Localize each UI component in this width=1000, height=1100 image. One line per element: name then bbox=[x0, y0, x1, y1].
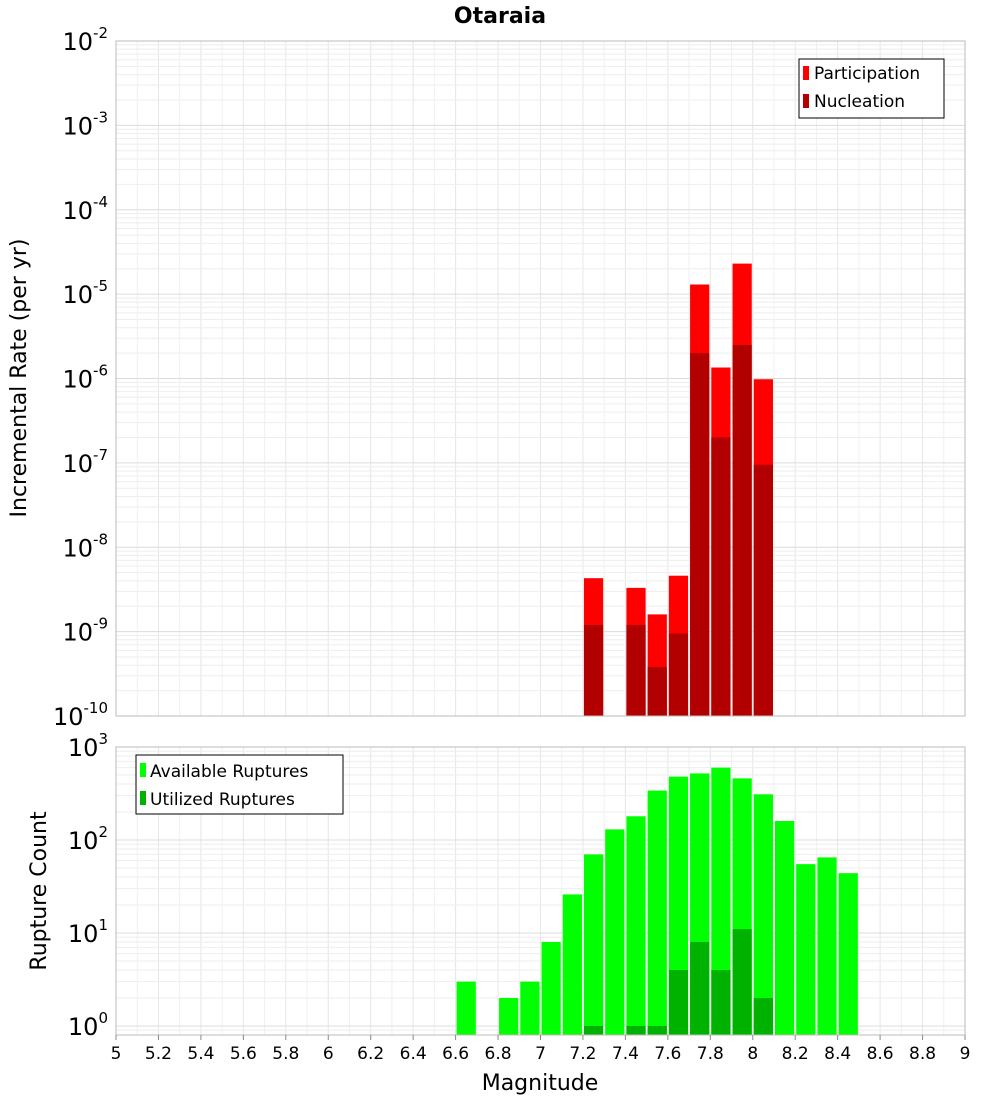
x-tick-label: 7.6 bbox=[654, 1044, 681, 1064]
rate-y-tick-label: 10-4 bbox=[62, 193, 108, 225]
participation-swatch bbox=[803, 66, 809, 80]
rate-bars bbox=[115, 40, 966, 717]
rate-bar-nucleation bbox=[647, 667, 667, 716]
count-bar-available-ruptures bbox=[838, 873, 858, 1035]
x-tick-label: 5 bbox=[111, 1044, 122, 1064]
rate-bar-nucleation bbox=[732, 344, 752, 716]
x-tick-label: 8 bbox=[747, 1044, 758, 1064]
x-tick-label: 8.6 bbox=[867, 1044, 894, 1064]
rate-y-tick-label: 10-3 bbox=[62, 108, 108, 140]
x-tick-label: 6.6 bbox=[442, 1044, 469, 1064]
count-bar-utilized-ruptures bbox=[711, 969, 731, 1035]
rate-y-tick-label: 10-5 bbox=[62, 277, 108, 309]
rate-y-tick-label: 10-2 bbox=[62, 24, 108, 56]
x-tick-label: 8.8 bbox=[909, 1044, 936, 1064]
count-bar-available-ruptures bbox=[711, 767, 731, 1035]
count-bar-available-ruptures bbox=[753, 794, 773, 1035]
rate-bar-nucleation bbox=[668, 633, 689, 716]
available-ruptures-swatch bbox=[140, 763, 146, 777]
x-tick-label: 5.8 bbox=[272, 1044, 299, 1064]
count-bar-utilized-ruptures bbox=[583, 1025, 604, 1035]
count-bar-available-ruptures bbox=[456, 981, 476, 1035]
rate-bar-nucleation bbox=[690, 353, 710, 716]
x-tick-label: 5.6 bbox=[230, 1044, 257, 1064]
x-tick-label: 6.4 bbox=[400, 1044, 427, 1064]
count-bar-available-ruptures bbox=[541, 942, 561, 1035]
x-tick-label: 7 bbox=[535, 1044, 546, 1064]
x-tick-label: 5.4 bbox=[187, 1044, 214, 1064]
rate-bar-nucleation bbox=[583, 624, 604, 716]
count-bar-utilized-ruptures bbox=[626, 1025, 646, 1035]
rate-y-tick-label: 10-6 bbox=[62, 362, 108, 394]
x-tick-label: 8.2 bbox=[782, 1044, 809, 1064]
count-bars bbox=[115, 746, 966, 1036]
rate-legend-box bbox=[798, 58, 945, 119]
available-ruptures-label: Available Ruptures bbox=[150, 762, 308, 782]
rate-bar-nucleation bbox=[711, 437, 731, 716]
x-axis-title: Magnitude bbox=[482, 1071, 599, 1096]
participation-label: Participation bbox=[814, 64, 920, 84]
x-tick-label: 9 bbox=[960, 1044, 971, 1064]
x-tick-label: 7.8 bbox=[697, 1044, 724, 1064]
x-tick-label: 6.2 bbox=[357, 1044, 384, 1064]
count-y-tick-label: 101 bbox=[68, 916, 108, 948]
rate-bar-nucleation bbox=[626, 624, 646, 716]
x-tick-label: 7.4 bbox=[612, 1044, 639, 1064]
magnitude-x-ticks: 5 5.2 5.4 5.6 5.8 6 6.2 6.4 6.6 6.8 7 7.2 7.4 7.6 7.8 8… bbox=[111, 1035, 971, 1064]
x-tick-label: 6 bbox=[323, 1044, 334, 1064]
x-tick-label: 8.4 bbox=[824, 1044, 851, 1064]
count-bar-available-ruptures bbox=[817, 857, 837, 1035]
count-bar-available-ruptures bbox=[647, 790, 667, 1035]
x-tick-label: 6.8 bbox=[485, 1044, 512, 1064]
rate-y-ticks: 10-10 10-9 10-8 10-7 10-6 10-5 10-4 10-3 10-2 bbox=[53, 24, 108, 731]
rate-panel: 10-10 10-9 10-8 10-7 10-6 10-5 10-4 10-3 10-2 In… bbox=[7, 24, 966, 731]
count-bar-utilized-ruptures bbox=[732, 929, 752, 1035]
utilized-ruptures-label: Utilized Ruptures bbox=[150, 790, 295, 810]
rate-y-tick-label: 10-7 bbox=[62, 446, 108, 478]
rate-y-tick-label: 10-10 bbox=[53, 699, 108, 731]
rate-y-tick-label: 10-9 bbox=[62, 615, 108, 647]
count-bar-available-ruptures bbox=[499, 997, 519, 1035]
count-y-ticks: 100 101 102 103 bbox=[68, 730, 108, 1041]
rate-plot-border bbox=[115, 40, 966, 717]
rate-y-axis-title: Incremental Rate (per yr) bbox=[7, 239, 32, 518]
count-bar-available-ruptures bbox=[605, 829, 625, 1035]
count-y-tick-label: 100 bbox=[68, 1009, 108, 1041]
count-bar-available-ruptures bbox=[796, 864, 816, 1035]
count-y-tick-label: 102 bbox=[68, 823, 108, 855]
rate-y-tick-label: 10-8 bbox=[62, 530, 108, 562]
nucleation-swatch bbox=[803, 94, 809, 108]
count-y-tick-label: 103 bbox=[68, 730, 108, 762]
count-y-axis-title: Rupture Count bbox=[27, 811, 52, 971]
count-bar-utilized-ruptures bbox=[647, 1025, 667, 1035]
rate-legend: Participation Nucleation bbox=[798, 58, 945, 119]
utilized-ruptures-swatch bbox=[140, 791, 146, 805]
count-bar-available-ruptures bbox=[774, 821, 795, 1035]
x-tick-label: 5.2 bbox=[145, 1044, 172, 1064]
count-panel: 100 101 102 103 5 5.2 5.4 5.6 5.8 6 6.2 6.4 6.6 6.8 7… bbox=[27, 730, 970, 1096]
count-bar-available-ruptures bbox=[583, 854, 604, 1035]
rate-gridlines bbox=[115, 40, 966, 717]
count-legend: Available Ruptures Utilized Ruptures bbox=[135, 754, 344, 815]
count-bar-utilized-ruptures bbox=[753, 997, 773, 1035]
count-bar-available-ruptures bbox=[520, 981, 540, 1035]
count-bar-available-ruptures bbox=[562, 894, 582, 1035]
nucleation-label: Nucleation bbox=[814, 92, 905, 112]
count-bar-available-ruptures bbox=[626, 816, 646, 1035]
chart-title: Otaraia bbox=[454, 4, 546, 29]
count-bar-utilized-ruptures bbox=[668, 969, 689, 1035]
count-bar-utilized-ruptures bbox=[690, 942, 710, 1035]
count-legend-box bbox=[135, 754, 344, 815]
x-tick-label: 7.2 bbox=[569, 1044, 596, 1064]
rate-bar-nucleation bbox=[753, 464, 773, 716]
